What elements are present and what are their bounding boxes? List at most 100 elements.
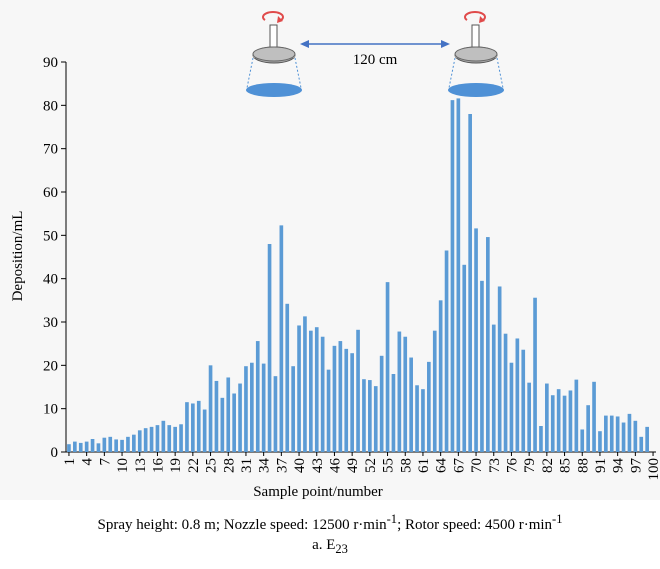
x-tick-label: 70 [469,458,485,473]
bar [432,330,437,452]
bar [320,336,325,452]
x-tick-label: 34 [257,458,273,474]
x-tick-label: 40 [292,458,308,473]
bar [303,316,307,452]
bar [462,264,467,452]
bar [232,393,236,452]
bar [208,365,213,452]
bar [639,436,644,452]
bar [604,415,608,452]
bar [132,434,136,452]
x-tick-label: 28 [221,458,237,473]
left-nozzle-icon [246,11,302,97]
bar [285,303,290,452]
x-tick-label: 31 [239,458,255,473]
bar [574,379,579,452]
bar [444,250,449,452]
bar [568,390,573,452]
bar [244,366,248,452]
figure-caption: Spray height: 0.8 m; Nozzle speed: 12500… [97,512,563,533]
bar [108,436,113,452]
bar [96,443,101,452]
bar [84,441,89,452]
bar [598,431,602,452]
bar [185,402,189,452]
bar [155,425,160,452]
bar [279,225,284,452]
x-tick-label: 61 [416,458,432,473]
x-tick-label: 97 [628,458,644,474]
x-tick-label: 67 [451,458,467,474]
bar [491,324,496,452]
y-tick-label: 80 [43,98,58,114]
right-nozzle-icon [448,11,504,97]
x-tick-label: 10 [115,458,131,473]
bar [450,100,455,452]
bar [474,228,478,452]
bar [67,444,71,452]
bar [191,403,195,452]
y-tick-label: 30 [43,315,58,331]
bar [539,426,543,452]
bar [255,341,260,452]
bar [533,297,537,452]
bars-layer [67,98,649,453]
bar [515,338,520,452]
x-tick-label: 25 [204,458,220,473]
x-tick-label: 64 [434,458,450,474]
y-axis-title: Deposition/mL [10,211,26,302]
bar [297,325,301,452]
axes-layer [65,62,656,453]
bar [238,383,242,452]
bar [379,355,384,452]
y-tick-label: 20 [43,358,58,374]
bar [291,366,295,452]
x-tick-label: 52 [363,458,379,473]
bar [391,374,396,452]
x-tick-label: 46 [327,458,343,474]
bar [586,405,590,452]
y-tick-label: 90 [43,55,58,71]
bar [338,341,343,452]
bar [273,376,278,452]
y-tick-label: 0 [51,445,59,461]
x-tick-label: 43 [310,458,326,473]
bar [90,439,95,452]
bar [120,439,124,452]
bar [609,415,614,452]
x-axis-title: Sample point/number [253,484,383,500]
x-tick-label: 76 [504,458,520,474]
bar [633,420,638,452]
x-tick-label: 91 [593,458,609,473]
bar [202,409,207,452]
bar [509,362,514,452]
x-tick-label: 100 [646,458,660,481]
bar [527,382,531,452]
x-tick-label: 16 [150,458,166,474]
bar [196,400,201,452]
bar [78,442,83,452]
y-tick-label: 10 [43,402,58,418]
bar [309,330,313,452]
bar [562,395,567,452]
chart-area: 120 cm 0 10 20 30 40 50 60 70 80 90 1 4 7 10 13 16 19 22 2… [10,11,660,500]
x-tick-label: 73 [487,458,503,473]
bar [545,383,549,452]
bar [373,386,378,452]
bar [438,300,443,452]
bar [362,379,366,452]
bar [143,428,148,452]
bar [149,426,154,452]
bar [250,362,254,452]
x-tick-label: 82 [540,458,556,473]
bar [592,381,596,452]
y-tick-label: 60 [43,185,58,201]
bar [521,349,526,452]
bar [167,425,172,452]
bar [261,363,266,452]
x-tick-label: 22 [186,458,202,473]
bar [627,413,632,452]
bar [179,424,183,452]
